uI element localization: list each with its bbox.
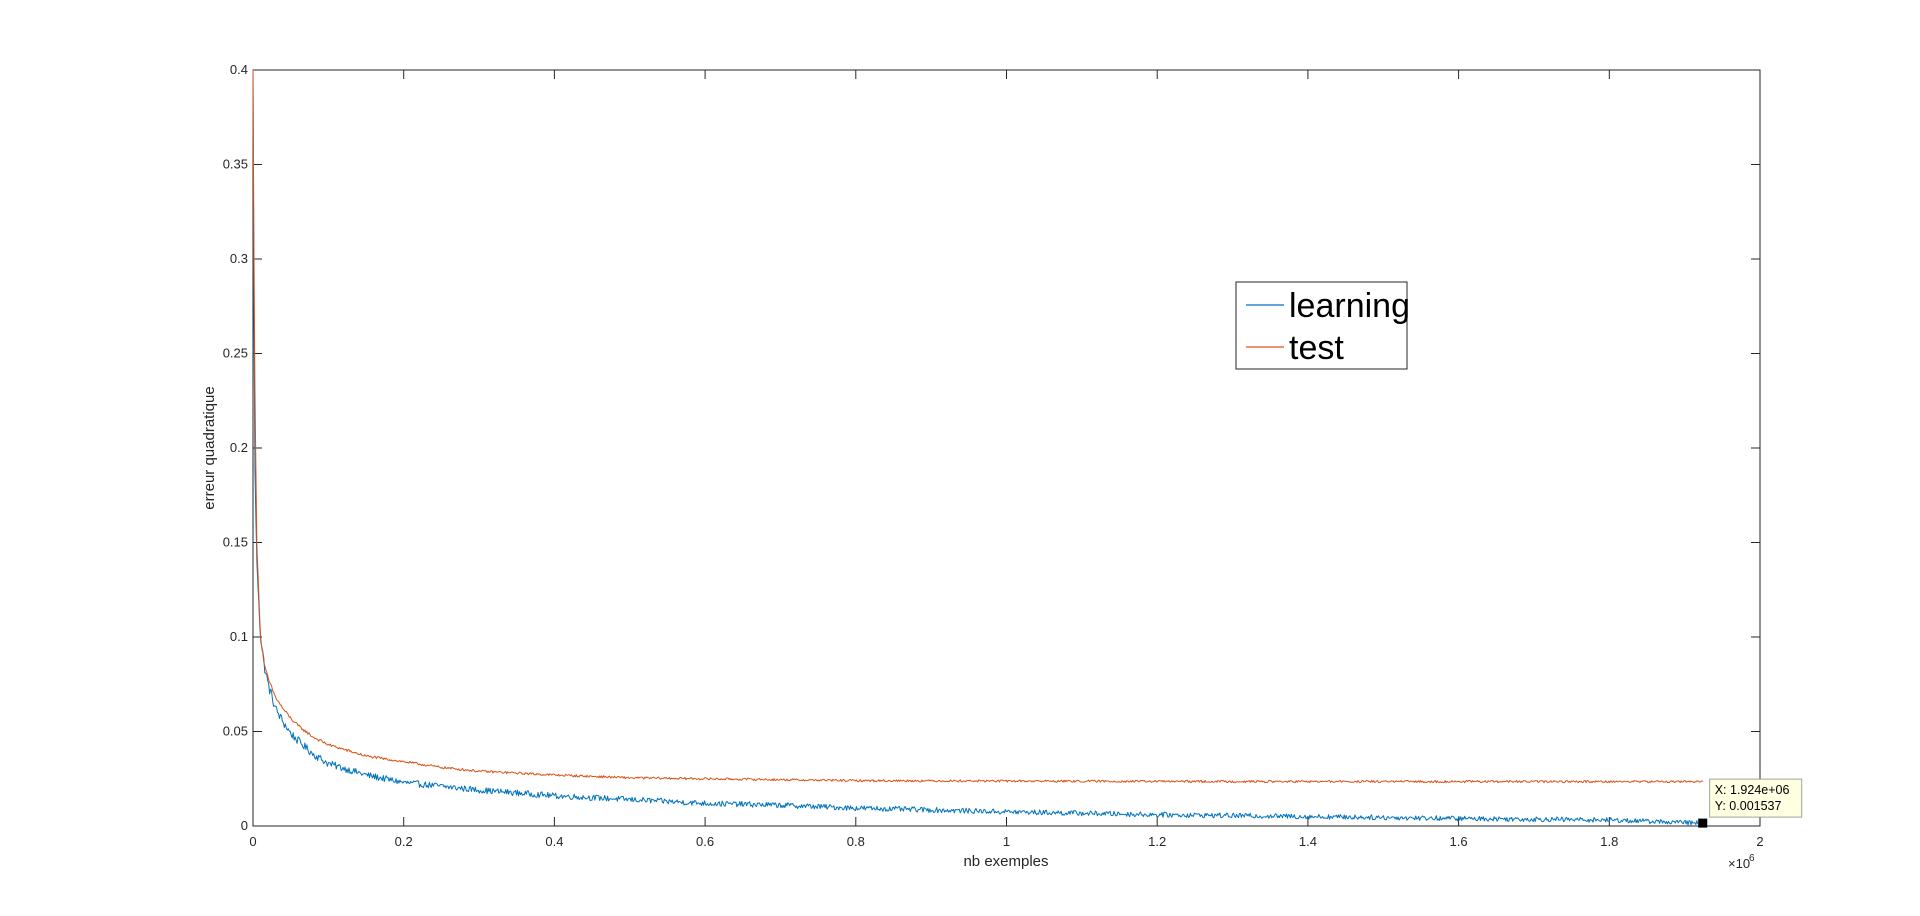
data-tip-x: X: 1.924e+06: [1715, 783, 1790, 797]
y-tick-label: 0.1: [230, 629, 248, 644]
axis-ticks: 0 0.2 0.4 0.6 0.8 1 1.2 1.4 1.6 1.8 2 0 0.05 0.1 0.15 0…: [223, 62, 1764, 849]
y-tick-label: 0.3: [230, 251, 248, 266]
legend-label-learning: learning: [1289, 287, 1410, 325]
x-tick-label: 0.6: [696, 834, 714, 849]
data-tip-marker[interactable]: [1698, 818, 1708, 828]
y-tick-label: 0: [241, 818, 248, 833]
x-tick-label: 0.8: [847, 834, 865, 849]
x-tick-label: 0.2: [395, 834, 413, 849]
x-axis-label: nb exemples: [963, 853, 1048, 870]
plot-area: [252, 69, 1761, 827]
legend: learning test: [1235, 281, 1410, 370]
y-tick-label: 0.05: [223, 724, 248, 739]
x-tick-label: 1: [1003, 834, 1010, 849]
series-line-learning: [252, 69, 1704, 826]
x-tick-label: 2: [1756, 834, 1763, 849]
data-tip[interactable]: X: 1.924e+06 Y: 0.001537: [1698, 778, 1803, 828]
y-tick-label: 0.4: [230, 62, 248, 77]
x-tick-label: 1.6: [1450, 834, 1468, 849]
x-tick-label: 1.4: [1299, 834, 1317, 849]
x-tick-label: 1.2: [1148, 834, 1166, 849]
data-tip-y: Y: 0.001537: [1715, 799, 1782, 813]
legend-label-test: test: [1289, 329, 1344, 367]
svg-text:6: 6: [1749, 853, 1755, 864]
series-lines: [252, 69, 1704, 826]
svg-text:×10: ×10: [1728, 856, 1750, 871]
y-tick-label: 0.35: [223, 157, 248, 172]
legend-box: [1235, 281, 1408, 370]
x-axis-exponent: ×10 6: [1728, 853, 1755, 871]
x-tick-label: 1.8: [1600, 834, 1618, 849]
x-tick-label: 0.4: [545, 834, 563, 849]
data-tip-box: [1709, 778, 1803, 818]
y-tick-label: 0.2: [230, 440, 248, 455]
y-tick-label: 0.15: [223, 535, 248, 550]
y-axis-label: erreur quadratique: [201, 386, 218, 509]
series-line-test: [252, 69, 1704, 784]
x-tick-label: 0: [249, 834, 256, 849]
y-tick-label: 0.25: [223, 346, 248, 361]
